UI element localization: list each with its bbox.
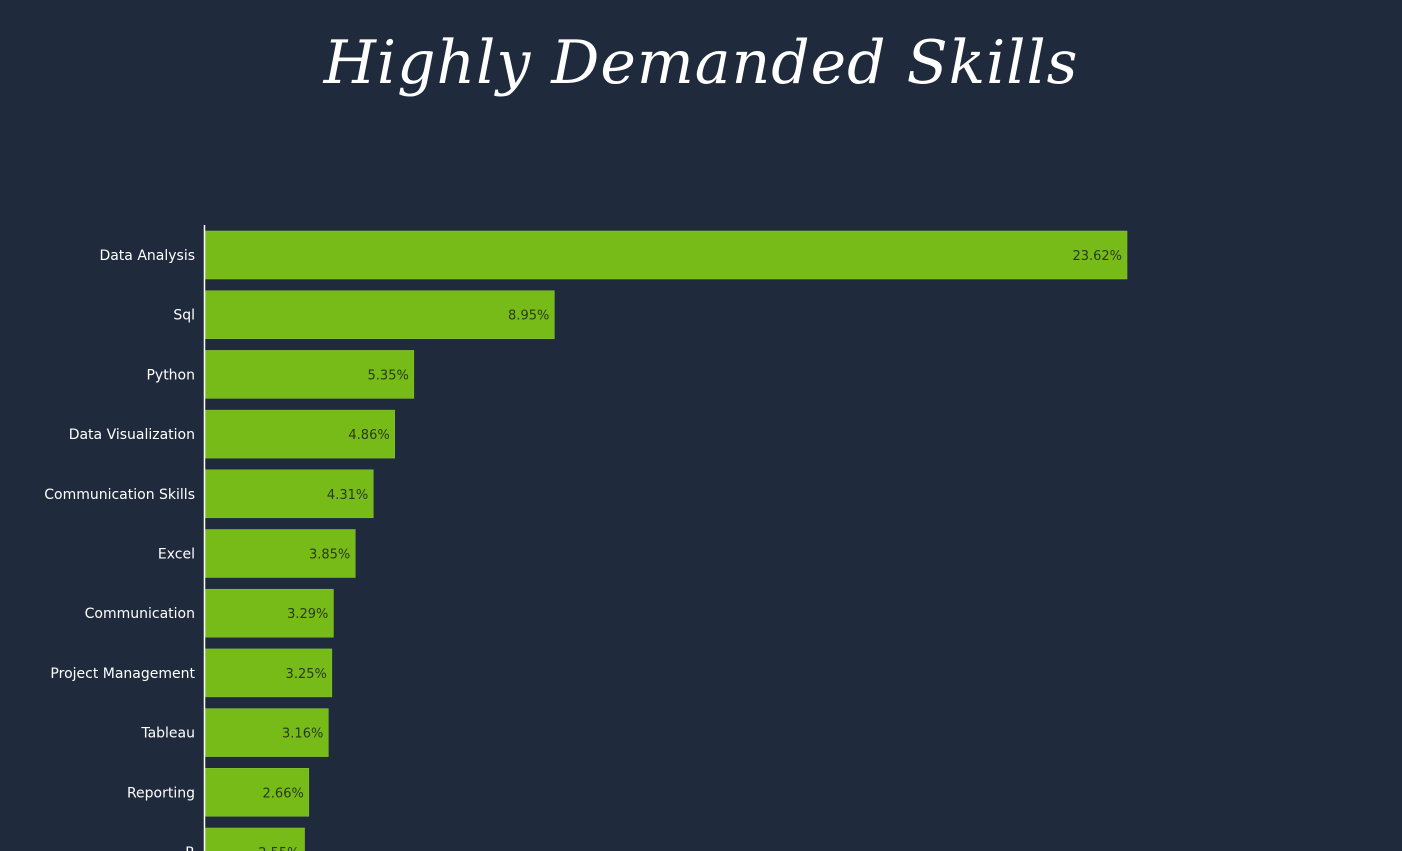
value-label: 3.16% xyxy=(282,727,323,742)
value-label: 3.25% xyxy=(286,667,327,682)
category-label: Data Visualization xyxy=(69,427,195,443)
value-label: 4.86% xyxy=(348,428,389,443)
bar-python[interactable] xyxy=(204,350,415,399)
bar-reporting[interactable] xyxy=(204,768,310,817)
chart-title: Highly Demanded Skills xyxy=(323,28,1079,98)
category-label: Communication Skills xyxy=(44,487,195,503)
category-label: R xyxy=(185,845,195,851)
bars-layer: Data Analysis 23.62% Sql 8.95% Python 5.35% Da… xyxy=(44,230,1128,851)
category-label: Tableau xyxy=(140,726,195,742)
bar-communication[interactable] xyxy=(204,588,334,638)
value-label: 2.66% xyxy=(263,786,304,801)
category-label: Communication xyxy=(85,606,195,622)
value-label: 5.35% xyxy=(368,368,409,383)
bar-data-analysis[interactable] xyxy=(204,230,1128,280)
bar-project-management[interactable] xyxy=(204,648,333,698)
category-label: Sql xyxy=(173,308,195,324)
value-label: 23.62% xyxy=(1072,249,1122,264)
bar-data-visualization[interactable] xyxy=(204,409,395,459)
value-label: 4.31% xyxy=(327,488,368,503)
category-label: Reporting xyxy=(127,785,195,801)
value-label: 2.55% xyxy=(258,846,299,851)
value-label: 3.85% xyxy=(309,548,350,563)
bar-excel[interactable] xyxy=(204,529,356,578)
category-label: Data Analysis xyxy=(99,248,195,264)
bar-sql[interactable] xyxy=(204,290,555,339)
bar-r[interactable] xyxy=(204,827,305,851)
category-label: Excel xyxy=(158,547,195,563)
category-label: Python xyxy=(146,367,195,383)
value-label: 8.95% xyxy=(508,309,549,324)
bar-tableau[interactable] xyxy=(204,708,329,757)
bar-communication-skills[interactable] xyxy=(204,469,374,519)
value-label: 3.29% xyxy=(287,607,328,622)
category-label: Project Management xyxy=(50,666,195,682)
